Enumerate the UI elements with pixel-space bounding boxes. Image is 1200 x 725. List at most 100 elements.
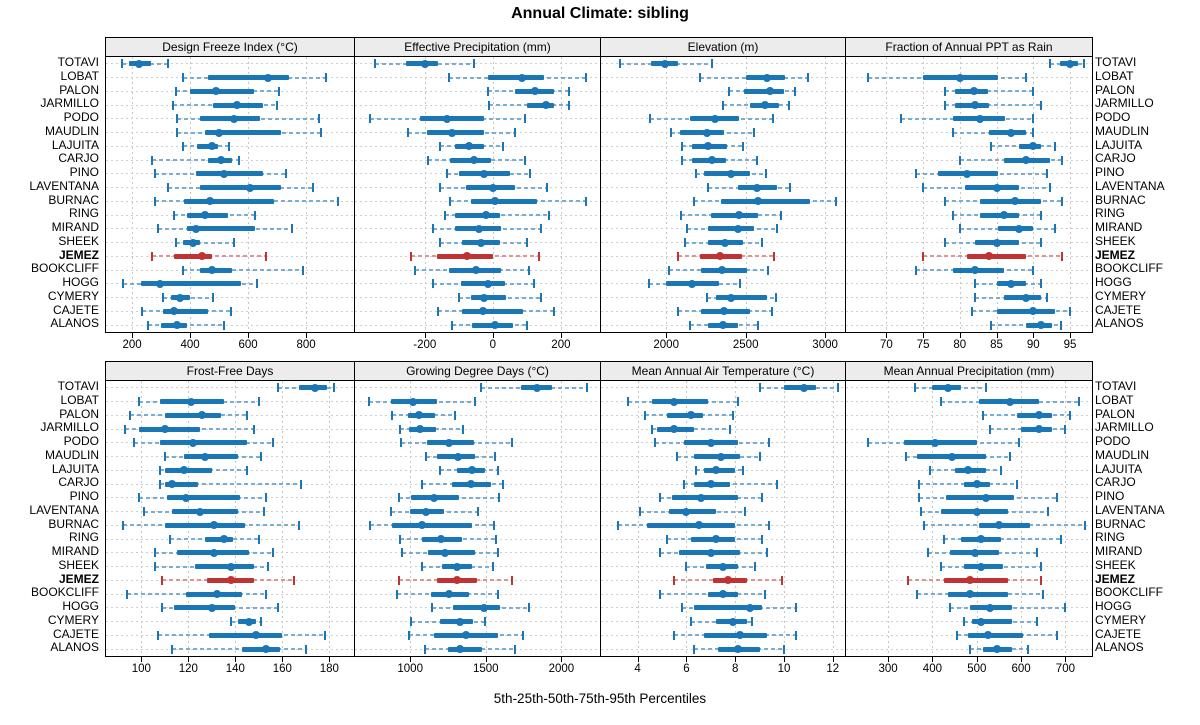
median-dot <box>977 617 986 626</box>
median-dot <box>200 211 209 220</box>
x-axis-tick <box>410 657 412 662</box>
chart-title: Annual Climate: sibling <box>511 5 689 22</box>
whisker-cap <box>958 224 961 234</box>
whisker-cap <box>137 493 140 503</box>
median-dot <box>670 425 679 434</box>
x-tick-label: 700 <box>1055 663 1075 675</box>
bar-25th-75th <box>707 226 754 232</box>
whisker-cap <box>1032 128 1035 138</box>
whisker-cap <box>776 224 779 234</box>
x-tick-label: 2500 <box>732 339 759 351</box>
whisker-cap <box>753 562 756 572</box>
whisker-cap <box>705 293 708 303</box>
median-dot <box>480 603 489 612</box>
x-axis-tick <box>1070 333 1071 338</box>
panel-strip-title: Elevation (m) <box>600 37 846 57</box>
whisker-cap <box>1084 520 1087 530</box>
median-dot <box>992 238 1001 247</box>
whisker-cap <box>168 534 171 544</box>
median-dot <box>710 114 719 123</box>
whisker-cap <box>397 575 400 585</box>
median-dot <box>453 562 462 571</box>
median-dot <box>478 307 487 316</box>
whisker-cap <box>1068 410 1071 420</box>
x-tick-label: 85 <box>990 339 1003 351</box>
x-tick-label: 200 <box>122 339 142 351</box>
x-axis-tick <box>485 657 487 662</box>
median-dot <box>219 169 228 178</box>
median-dot <box>687 279 696 288</box>
whisker-cap <box>771 114 774 124</box>
whisker-cap <box>867 438 870 448</box>
panel-plot-area <box>600 57 846 333</box>
whisker-cap <box>1064 424 1067 434</box>
site-label: LOBAT <box>60 68 99 83</box>
median-dot <box>533 383 542 392</box>
row-guide-line <box>846 310 1092 312</box>
gridline-vertical <box>306 57 308 332</box>
whisker-cap <box>1082 59 1085 69</box>
whisker-cap <box>1026 644 1029 654</box>
gridline-vertical <box>923 57 925 332</box>
bar-25th-75th <box>204 536 233 542</box>
bar-25th-75th <box>972 619 1013 625</box>
bar-25th-75th <box>744 88 784 94</box>
bar-25th-75th <box>526 102 554 108</box>
site-label: MIRAND <box>1095 220 1143 234</box>
whisker-cap <box>918 493 921 503</box>
x-tick-label: 3000 <box>812 339 838 351</box>
whisker-cap <box>665 534 668 544</box>
x-axis-tick <box>560 333 562 338</box>
whisker-cap <box>1053 141 1056 151</box>
whisker-cap <box>752 128 755 138</box>
whisker-cap <box>969 644 972 654</box>
site-label: LAJUITA <box>1095 137 1143 152</box>
panel-x-axis: 4 6 8 10 12 <box>600 657 846 679</box>
whisker-cap <box>653 438 656 448</box>
whisker-cap <box>395 589 398 599</box>
gridline-vertical <box>235 381 237 656</box>
row-guide-line <box>846 324 1092 326</box>
whisker-cap <box>527 603 530 613</box>
whisker-cap <box>513 644 516 654</box>
whisker-cap <box>639 507 641 517</box>
panel-strip-title: Growing Degree Days (°C) <box>354 361 601 381</box>
whisker-cap <box>741 465 744 475</box>
whisker-cap <box>212 293 215 303</box>
whisker-cap <box>406 128 409 138</box>
whisker-cap <box>337 196 339 206</box>
whisker-cap <box>420 562 423 572</box>
site-label: BOOKCLIFF <box>30 261 99 276</box>
panel-strip-title: Mean Annual Air Temperature (°C) <box>600 361 846 381</box>
x-tick-label: -200 <box>413 339 437 351</box>
x-tick-label: 70 <box>879 339 893 351</box>
median-dot <box>465 142 473 151</box>
median-dot <box>196 507 204 516</box>
whisker-cap <box>222 320 225 330</box>
gridline-vertical <box>886 57 888 332</box>
row-guide-line <box>846 648 1092 650</box>
whisker-cap <box>154 562 157 572</box>
whisker-cap <box>695 169 698 179</box>
whisker-cap <box>439 465 442 475</box>
median-dot <box>186 397 195 406</box>
median-dot <box>1034 411 1043 420</box>
whisker-cap <box>156 630 159 640</box>
site-label: RING <box>1095 206 1125 221</box>
row-guide-line <box>846 297 1092 299</box>
bar-25th-75th <box>209 632 283 638</box>
whisker-cap <box>421 479 424 489</box>
whisker-cap <box>835 196 838 206</box>
median-dot <box>463 252 472 261</box>
median-dot <box>948 452 957 461</box>
whisker-cap <box>154 196 157 206</box>
whisker-cap <box>151 251 154 261</box>
median-dot <box>212 590 221 599</box>
whisker-cap <box>1040 562 1042 572</box>
median-dot <box>179 466 188 475</box>
median-dot <box>453 452 462 461</box>
row-guide-line <box>601 63 845 65</box>
median-dot <box>210 548 219 557</box>
median-dot <box>160 425 169 434</box>
site-label: SHEEK <box>58 233 99 248</box>
